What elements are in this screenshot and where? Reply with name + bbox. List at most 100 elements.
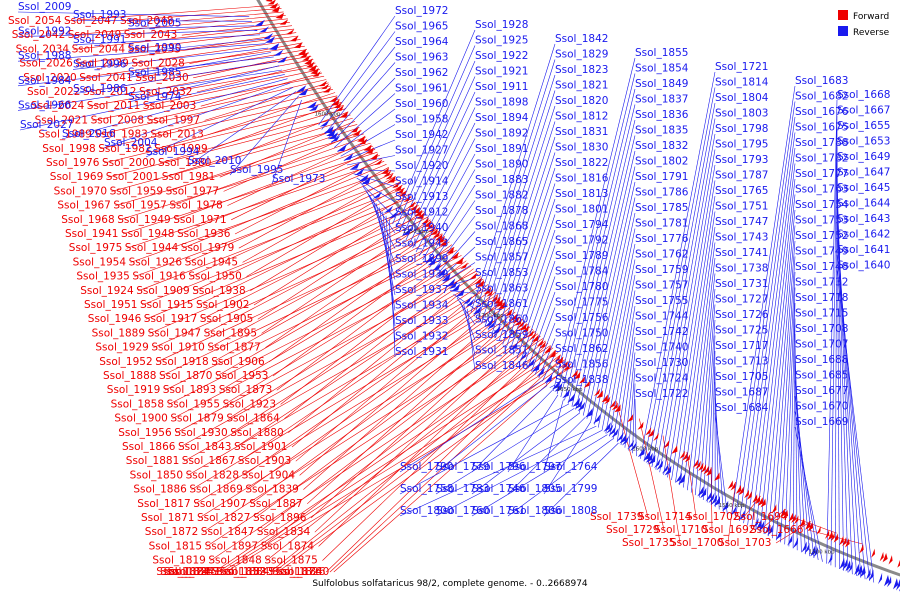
reverse-gene-label[interactable]: Ssol_1759 <box>635 264 688 276</box>
reverse-gene-label[interactable]: Ssol_1762 <box>635 249 688 261</box>
reverse-gene-label[interactable]: Ssol_1643 <box>837 213 890 225</box>
reverse-gene-label[interactable]: Ssol_2010 <box>188 155 241 167</box>
forward-gene-label[interactable]: Ssol_1840 <box>276 566 329 578</box>
reverse-gene-label[interactable]: Ssol_1779 <box>436 461 489 473</box>
reverse-gene-label[interactable]: Ssol_1921 <box>475 66 528 78</box>
forward-gene-label[interactable]: Ssol_1959 <box>110 185 163 197</box>
forward-gene-label[interactable]: Ssol_1858 <box>111 398 164 410</box>
reverse-gene-label[interactable]: Ssol_1894 <box>475 112 529 124</box>
forward-gene-label[interactable]: Ssol_1903 <box>238 455 291 467</box>
reverse-gene-label[interactable]: Ssol_1842 <box>555 33 608 45</box>
reverse-gene-label[interactable]: Ssol_1974 <box>128 91 182 103</box>
forward-gene-label[interactable]: Ssol_1997 <box>147 114 200 126</box>
forward-gene-label[interactable]: Ssol_1871 <box>141 512 194 524</box>
forward-gene-label[interactable]: Ssol_1824 <box>156 566 210 578</box>
reverse-gene-label[interactable]: Ssol_1790 <box>400 461 453 473</box>
forward-gene-label[interactable]: Ssol_1884 <box>216 566 270 578</box>
reverse-gene-label[interactable]: Ssol_1861 <box>475 298 528 310</box>
forward-gene-label[interactable]: Ssol_1955 <box>167 398 220 410</box>
forward-gene-label[interactable]: Ssol_1969 <box>50 171 103 183</box>
forward-gene-label[interactable]: Ssol_1880 <box>230 427 283 439</box>
reverse-gene-label[interactable]: Ssol_1785 <box>635 202 688 214</box>
forward-gene-label[interactable]: Ssol_1971 <box>173 214 226 226</box>
forward-gene-label[interactable]: Ssol_1954 <box>73 256 127 268</box>
forward-gene-label[interactable]: Ssol_1895 <box>204 327 257 339</box>
reverse-gene-label[interactable]: Ssol_1743 <box>715 232 768 244</box>
forward-gene-label[interactable]: Ssol_1873 <box>219 384 272 396</box>
reverse-gene-label[interactable]: Ssol_1791 <box>635 171 688 183</box>
reverse-gene-label[interactable]: Ssol_1830 <box>555 142 608 154</box>
forward-gene-label[interactable]: Ssol_1694 <box>734 511 788 523</box>
reverse-gene-label[interactable]: Ssol_1853 <box>475 267 528 279</box>
reverse-gene-label[interactable]: Ssol_1761 <box>472 505 525 517</box>
reverse-gene-label[interactable]: Ssol_1688 <box>795 354 848 366</box>
reverse-gene-label[interactable]: Ssol_1940 <box>395 222 448 234</box>
reverse-gene-label[interactable]: Ssol_1727 <box>715 294 768 306</box>
reverse-gene-label[interactable]: Ssol_1973 <box>272 173 325 185</box>
reverse-gene-label[interactable]: Ssol_1741 <box>715 247 768 259</box>
reverse-gene-label[interactable]: Ssol_1805 <box>508 483 561 495</box>
forward-gene-label[interactable]: Ssol_1739 <box>590 511 643 523</box>
forward-gene-label[interactable]: Ssol_1847 <box>201 526 254 538</box>
reverse-gene-label[interactable]: Ssol_1713 <box>715 356 768 368</box>
reverse-gene-label[interactable]: Ssol_1796 <box>472 461 526 473</box>
forward-gene-label[interactable]: Ssol_1951 <box>84 299 137 311</box>
reverse-gene-label[interactable]: Ssol_2004 <box>104 137 158 149</box>
forward-gene-label[interactable]: Ssol_1938 <box>192 285 245 297</box>
reverse-gene-label[interactable]: Ssol_1891 <box>475 143 528 155</box>
forward-gene-label[interactable]: Ssol_1826 <box>272 566 326 578</box>
reverse-gene-label[interactable]: Ssol_1831 <box>555 126 608 138</box>
forward-gene-label[interactable]: Ssol_1904 <box>242 469 296 481</box>
forward-gene-label[interactable]: Ssol_1848 <box>208 555 261 567</box>
reverse-gene-label[interactable]: Ssol_1755 <box>635 295 688 307</box>
reverse-gene-label[interactable]: Ssol_1645 <box>837 182 890 194</box>
forward-gene-label[interactable]: Ssol_1968 <box>61 214 114 226</box>
reverse-gene-label[interactable]: Ssol_1715 <box>795 308 848 320</box>
reverse-gene-label[interactable]: Ssol_1667 <box>837 105 890 117</box>
forward-gene-label[interactable]: Ssol_1893 <box>163 384 216 396</box>
forward-gene-label[interactable]: Ssol_1819 <box>152 555 205 567</box>
reverse-gene-label[interactable]: Ssol_1814 <box>715 77 769 89</box>
forward-gene-label[interactable]: Ssol_2020 <box>23 72 76 84</box>
reverse-gene-label[interactable]: Ssol_1966 <box>18 99 72 111</box>
forward-gene-label[interactable]: Ssol_1907 <box>193 498 246 510</box>
forward-gene-label[interactable]: Ssol_1874 <box>261 540 315 552</box>
forward-gene-label[interactable]: Ssol_1950 <box>188 271 241 283</box>
reverse-gene-label[interactable]: Ssol_1724 <box>635 373 689 385</box>
reverse-gene-label[interactable]: Ssol_1800 <box>400 505 453 517</box>
reverse-gene-label[interactable]: Ssol_1742 <box>635 326 688 338</box>
reverse-gene-label[interactable]: Ssol_1928 <box>475 19 528 31</box>
reverse-gene-label[interactable]: Ssol_1990 <box>128 42 181 54</box>
forward-gene-label[interactable]: Ssol_1729 <box>606 524 659 536</box>
reverse-gene-label[interactable]: Ssol_1931 <box>395 346 448 358</box>
reverse-gene-label[interactable]: Ssol_1964 <box>395 36 449 48</box>
reverse-gene-label[interactable]: Ssol_1932 <box>395 331 448 343</box>
forward-gene-label[interactable]: Ssol_1909 <box>136 285 189 297</box>
forward-gene-label[interactable]: Ssol_1967 <box>57 200 110 212</box>
reverse-gene-label[interactable]: Ssol_1803 <box>715 108 768 120</box>
forward-gene-label[interactable]: Ssol_1889 <box>92 327 145 339</box>
reverse-gene-label[interactable]: Ssol_1783 <box>436 483 489 495</box>
forward-gene-label[interactable]: Ssol_1948 <box>121 228 174 240</box>
forward-gene-label[interactable]: Ssol_1989 <box>38 129 91 141</box>
reverse-gene-label[interactable]: Ssol_1962 <box>395 67 448 79</box>
reverse-gene-label[interactable]: Ssol_1797 <box>508 461 561 473</box>
forward-gene-label[interactable]: Ssol_1735 <box>622 537 675 549</box>
reverse-gene-label[interactable]: Ssol_1802 <box>635 156 688 168</box>
forward-gene-label[interactable]: Ssol_1901 <box>234 441 287 453</box>
reverse-gene-label[interactable]: Ssol_1806 <box>508 505 562 517</box>
reverse-gene-label[interactable]: Ssol_1942 <box>395 129 448 141</box>
forward-gene-label[interactable]: Ssol_1869 <box>189 484 242 496</box>
forward-gene-label[interactable]: Ssol_2003 <box>143 100 196 112</box>
reverse-gene-label[interactable]: Ssol_1846 <box>475 360 529 372</box>
forward-gene-label[interactable]: Ssol_1919 <box>107 384 160 396</box>
reverse-gene-label[interactable]: Ssol_1788 <box>795 137 848 149</box>
forward-gene-label[interactable]: Ssol_1870 <box>159 370 212 382</box>
reverse-gene-label[interactable]: Ssol_1912 <box>395 207 448 219</box>
forward-gene-label[interactable]: Ssol_2028 <box>131 58 184 70</box>
forward-gene-label[interactable]: Ssol_1941 <box>65 228 118 240</box>
forward-gene-label[interactable]: Ssol_1888 <box>103 370 156 382</box>
forward-gene-label[interactable]: Ssol_1815 <box>149 540 202 552</box>
reverse-gene-label[interactable]: Ssol_1943 <box>395 238 448 250</box>
forward-gene-label[interactable]: Ssol_1881 <box>126 455 179 467</box>
